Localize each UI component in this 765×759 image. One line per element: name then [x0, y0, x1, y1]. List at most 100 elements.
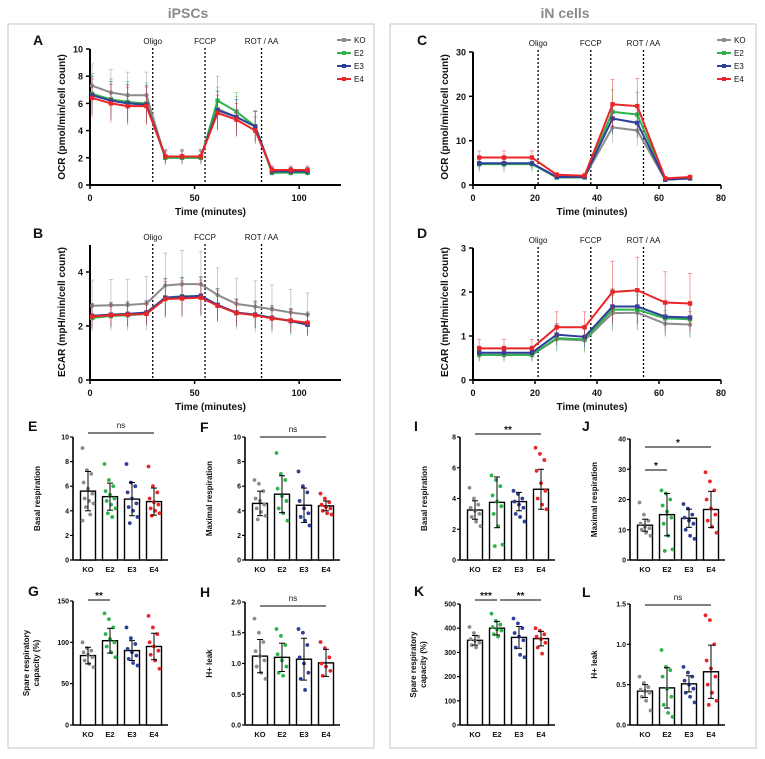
data-point	[144, 103, 149, 109]
series-ko	[89, 249, 310, 337]
bar-group-e3	[295, 627, 313, 726]
data-point	[261, 489, 266, 494]
y-tick-label: 0	[461, 181, 466, 191]
data-point	[522, 519, 527, 524]
y-tick-label: 2	[461, 288, 466, 298]
bar-group-e2	[488, 473, 506, 561]
y-tick-label: 3	[461, 244, 466, 254]
data-point	[320, 673, 325, 678]
bar-group-ko	[79, 640, 97, 726]
x-tick-label: E3	[299, 730, 308, 739]
y-tick-label: 0	[622, 558, 626, 565]
data-point	[257, 481, 261, 486]
bar	[532, 637, 550, 726]
data-point	[107, 478, 111, 482]
data-point	[474, 645, 478, 650]
x-tick-label: 20	[530, 193, 540, 203]
significance-label: **	[504, 425, 512, 436]
data-point	[108, 101, 114, 106]
data-point	[155, 632, 160, 636]
bar-group-e3	[680, 665, 698, 726]
data-point	[477, 155, 482, 160]
data-point	[542, 632, 547, 637]
data-point	[708, 618, 712, 623]
data-point	[501, 346, 507, 351]
data-point	[144, 311, 149, 317]
data-point	[474, 519, 478, 524]
data-point	[151, 625, 155, 630]
y-tick-label: 0	[65, 723, 69, 730]
data-point	[288, 167, 293, 173]
data-point	[687, 174, 693, 180]
bar	[488, 627, 506, 726]
data-point	[512, 631, 517, 635]
data-point	[491, 632, 496, 637]
data-point	[513, 645, 518, 650]
x-tick-label: 60	[654, 388, 664, 398]
data-point	[703, 470, 708, 475]
x-tick-label: E4	[321, 565, 331, 574]
data-point	[301, 484, 305, 489]
y-axis-label: Maximal respiration	[205, 461, 214, 536]
x-axis-label: Time (minutes)	[557, 402, 628, 413]
injection-marker-label: Oligo	[529, 236, 548, 245]
data-point	[91, 665, 96, 670]
data-point	[706, 702, 711, 707]
data-point	[133, 642, 138, 646]
injection-marker-label: FCCP	[580, 236, 602, 245]
panel-h: H 0.0 0.5 1.0 1.5 2.0 H+ leak KO E2 E3 E4 ns	[200, 584, 340, 739]
data-point	[198, 295, 204, 300]
data-point	[489, 473, 494, 478]
data-point	[476, 502, 481, 507]
y-tick-label: 10	[61, 435, 69, 442]
y-tick-label: 1.5	[231, 630, 241, 637]
data-point	[127, 521, 132, 525]
data-point	[637, 674, 642, 679]
y-tick-label: 4	[237, 508, 241, 515]
legend-marker	[722, 64, 726, 68]
bar-group-e2	[101, 611, 119, 726]
data-point	[659, 488, 664, 493]
panel-e: E 0 2 4 6 8 10 Basal respiration KO E2 E3 E4 ns	[28, 418, 168, 574]
significance-label: ns	[117, 421, 125, 430]
data-point	[147, 496, 152, 501]
x-tick-label: KO	[82, 565, 93, 574]
y-axis-label: Basal respiration	[420, 466, 429, 531]
y-tick-label: 4	[452, 496, 456, 503]
data-point	[648, 533, 653, 538]
data-point	[179, 154, 185, 159]
x-axis-label: Time (minutes)	[175, 402, 246, 413]
data-point	[298, 515, 303, 519]
legend-marker	[722, 77, 726, 81]
x-tick-label: E3	[299, 565, 308, 574]
data-point	[279, 633, 283, 638]
x-tick-label: E2	[662, 730, 671, 739]
y-tick-label: 1.0	[616, 642, 626, 649]
data-point	[279, 472, 283, 476]
data-point	[469, 643, 474, 648]
x-tick-label: E4	[706, 730, 716, 739]
data-point	[477, 511, 482, 516]
data-point	[478, 524, 483, 529]
data-point	[683, 527, 688, 532]
panel-letter: G	[28, 583, 39, 599]
data-point	[670, 547, 675, 552]
data-point	[296, 627, 301, 631]
data-point	[104, 644, 109, 649]
data-point	[284, 499, 289, 503]
data-point	[490, 493, 495, 498]
x-tick-label: 60	[654, 193, 664, 203]
y-tick-label: 0.0	[616, 723, 626, 730]
series-e2: E2	[477, 49, 744, 182]
x-tick-label: E3	[684, 730, 693, 739]
data-point	[491, 511, 496, 516]
data-point	[610, 289, 615, 295]
data-point	[472, 631, 476, 635]
data-point	[681, 502, 686, 506]
data-point	[151, 484, 155, 489]
data-point	[682, 515, 687, 520]
data-point	[708, 479, 712, 484]
data-point	[149, 513, 154, 518]
data-point	[669, 694, 674, 699]
bar-group-e2	[658, 488, 676, 561]
